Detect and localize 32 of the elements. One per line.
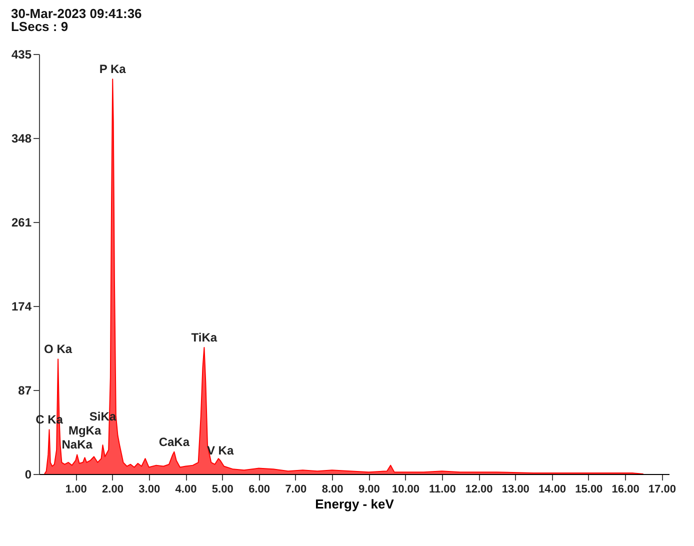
x-tick-label: 3.00	[138, 484, 160, 496]
y-tick-label: 261	[11, 216, 32, 230]
annotation: NaKa	[62, 438, 93, 452]
annotation: CaKa	[158, 434, 190, 449]
y-tick-label: 435	[11, 48, 32, 62]
x-tick-label: 4.00	[175, 484, 197, 496]
x-tick-label: 9.00	[358, 484, 380, 496]
x-tick-label: 15.00	[575, 484, 603, 496]
x-tick-label: 17.00	[648, 484, 676, 496]
x-tick-label: 8.00	[322, 484, 344, 496]
chart-subtitle: LSecs : 9	[10, 19, 68, 34]
chart-title: 30-Mar-2023 09:41:36	[10, 6, 142, 21]
y-tick-label: 0	[24, 468, 32, 482]
x-tick-label: 13.00	[502, 484, 530, 496]
x-tick-label: 12.00	[465, 484, 493, 496]
y-tick-label: 174	[11, 300, 32, 314]
y-tick-label: 348	[11, 132, 32, 146]
x-tick-label: 7.00	[285, 484, 307, 496]
x-tick-label: 16.00	[612, 484, 640, 496]
annotation: O Ka	[44, 342, 72, 356]
x-axis-title: Energy - keV	[315, 496, 394, 512]
x-tick-label: 2.00	[102, 484, 124, 496]
x-tick-label: 6.00	[248, 484, 270, 496]
x-tick-label: 10.00	[392, 484, 420, 496]
annotation: TiKa	[191, 330, 218, 345]
x-tick-label: 1.00	[65, 484, 87, 496]
x-tick-label: 5.00	[212, 484, 234, 496]
x-tick-label: 14.00	[538, 484, 566, 496]
annotation: MgKa	[68, 424, 102, 438]
x-tick-label: 11.00	[428, 484, 456, 496]
annotation: P Ka	[99, 62, 126, 76]
y-tick-label: 87	[18, 384, 32, 398]
